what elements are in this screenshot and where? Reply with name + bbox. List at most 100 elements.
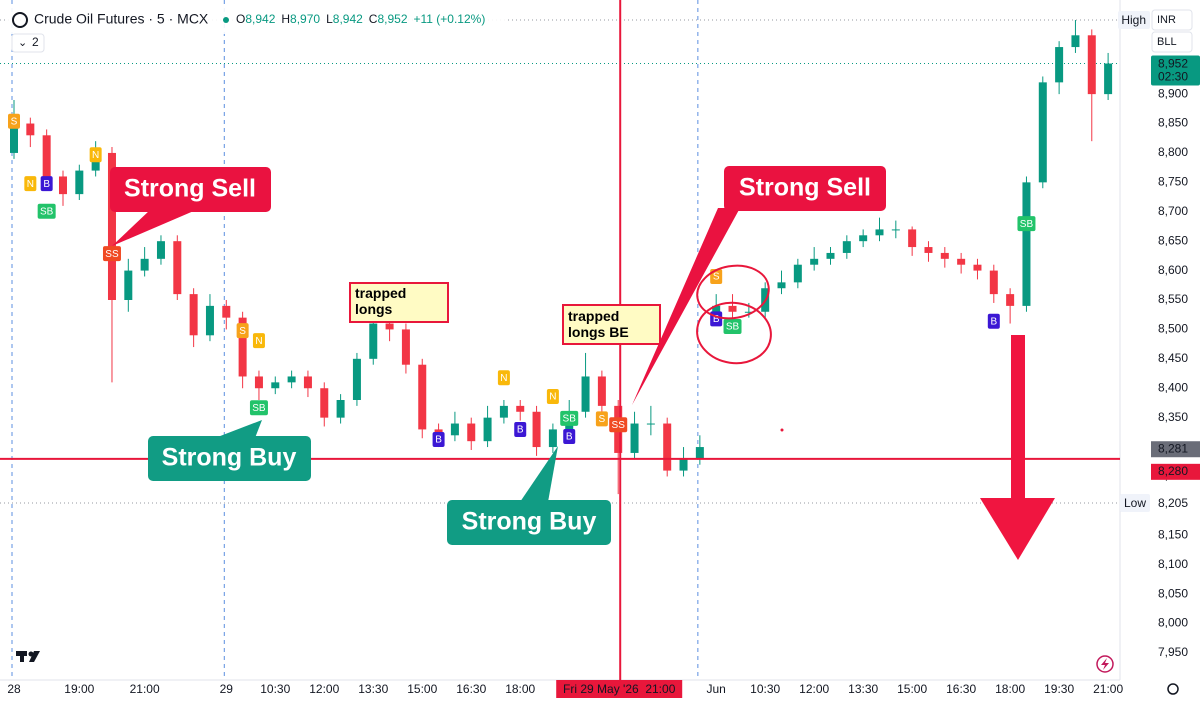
candle-body	[450, 423, 459, 436]
candle-body	[401, 329, 410, 365]
unit[interactable]: BLL	[1157, 36, 1177, 48]
settings-icon[interactable]	[1167, 683, 1179, 695]
x-tick-label: 18:00	[505, 682, 535, 696]
status-dot	[223, 17, 229, 23]
y-tick-label: 8,900	[1158, 86, 1188, 100]
signal-marker	[249, 400, 268, 416]
low-name: Low	[1124, 496, 1146, 510]
signal-label: B	[566, 432, 573, 443]
signal-marker	[252, 333, 265, 349]
tv-logo	[16, 651, 40, 662]
low-value: 8,205	[1158, 496, 1188, 510]
y-tick-label: 8,750	[1158, 175, 1188, 189]
low-value-bg	[1151, 493, 1200, 512]
x-tick-label: 19:00	[64, 682, 94, 696]
last-price-bg	[1151, 55, 1200, 86]
annotation: Strong Buy	[462, 508, 597, 536]
crosshair-price: 8,281	[1158, 441, 1188, 455]
alert-icon[interactable]	[1096, 655, 1114, 673]
signal-label: N	[549, 392, 556, 403]
countdown: 02:30	[1158, 70, 1188, 84]
signal-marker	[24, 176, 37, 192]
legend-header: Crude Oil Futures · 5 · MCX O8,942 H8,970…	[6, 6, 1193, 53]
arrow-shaft	[1011, 335, 1025, 500]
x-tick-label: 12:00	[309, 682, 339, 696]
signal-label: B	[990, 316, 997, 327]
candle-body	[777, 282, 786, 289]
chevron: ⌄	[18, 37, 27, 49]
candle-body	[26, 123, 35, 136]
signal-label: SB	[252, 403, 266, 414]
candle-body	[369, 323, 378, 359]
y-tick-label: 8,400	[1158, 380, 1188, 394]
unit-button[interactable]	[1151, 31, 1193, 53]
currency-button[interactable]	[1151, 9, 1193, 31]
candle-body	[418, 364, 427, 430]
signal-marker	[1017, 216, 1036, 232]
signal-label: B	[43, 179, 50, 190]
candle-body	[75, 170, 84, 195]
signal-label: SS	[612, 420, 626, 431]
signal-marker	[497, 370, 510, 386]
symbol-title: Crude Oil Futures · 5 · MCX	[34, 11, 209, 27]
candle-body	[1087, 35, 1096, 95]
y-tick-label: 8,350	[1158, 410, 1188, 424]
candle-body	[1022, 182, 1031, 306]
y-tick-label: 8,150	[1158, 527, 1188, 541]
callout-box	[724, 166, 886, 211]
ohlc-value: 8,942	[245, 12, 275, 26]
indicator-toggle[interactable]	[11, 33, 45, 53]
hline-price: 8,280	[1158, 464, 1188, 478]
alert-bolt	[1101, 658, 1109, 670]
x-tick-label: 29	[220, 682, 234, 696]
candle-body	[695, 447, 704, 459]
signal-label: SS	[105, 249, 119, 260]
signal-label: SB	[40, 206, 54, 217]
x-tick-label: 13:30	[848, 682, 878, 696]
x-tick-label: 10:30	[750, 682, 780, 696]
candle-body	[1038, 82, 1047, 183]
signal-marker	[37, 203, 56, 219]
candle-body	[793, 264, 802, 283]
candle-body	[205, 305, 214, 336]
signal-marker	[236, 323, 249, 339]
signal-marker	[89, 147, 102, 163]
candle-body	[1006, 294, 1015, 306]
logo-part	[20, 651, 24, 662]
candle-body	[140, 258, 149, 271]
signal-label: S	[713, 272, 720, 283]
candle-body	[646, 423, 655, 425]
header-bg	[6, 6, 506, 34]
signal-label: B	[517, 425, 524, 436]
candle-body	[352, 358, 361, 400]
logo-part	[29, 651, 40, 662]
candle-body	[973, 264, 982, 271]
note-box	[562, 304, 661, 345]
note-box	[349, 282, 449, 323]
x-tick-label: Jun	[707, 682, 726, 696]
candle-body	[303, 376, 312, 389]
ohlc-values: O8,942 H8,970 L8,942 C8,952 +11 (+0.12%)	[236, 12, 485, 26]
candle-body	[989, 270, 998, 295]
candle-body	[532, 411, 541, 448]
annotation: Strong Sell	[124, 175, 256, 203]
callout-pointer	[520, 446, 558, 502]
candle-body	[107, 152, 116, 300]
currency[interactable]: INR	[1157, 14, 1176, 26]
signal-label: S	[599, 414, 606, 425]
y-tick-label: 8,650	[1158, 233, 1188, 247]
candle-body	[254, 376, 263, 389]
annotation: trapped longs BE	[568, 308, 629, 340]
candle-body	[1104, 63, 1113, 95]
candle-body	[957, 258, 966, 265]
indicator-count[interactable]: 2	[32, 35, 39, 49]
signal-marker	[987, 313, 1000, 329]
y-tick-label: 8,500	[1158, 322, 1188, 336]
y-tick-label: 8,800	[1158, 145, 1188, 159]
candle-body	[875, 229, 884, 236]
candle-body	[679, 458, 688, 471]
candle-body	[336, 400, 345, 418]
